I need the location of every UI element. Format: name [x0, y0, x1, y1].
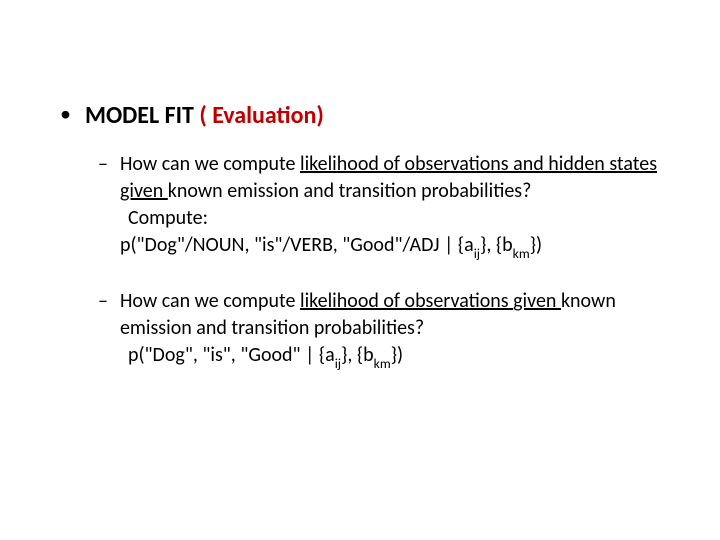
- f2-a: p("Dog", "is", "Good" | {a: [128, 343, 335, 367]
- f1-c: }): [530, 233, 542, 257]
- level1-title: MODEL FIT ( Evaluation): [85, 100, 324, 131]
- item2-body: How can we compute likelihood of observa…: [120, 288, 660, 371]
- item1-qc-ul: given: [120, 179, 168, 203]
- dash-icon: –: [98, 288, 108, 315]
- f2-km: km: [374, 355, 391, 372]
- title-red: ( Evaluation): [199, 101, 324, 130]
- f1-a: p("Dog"/NOUN, "is"/VERB, "Good"/ADJ | {a: [120, 233, 474, 257]
- item2-formula: p("Dog", "is", "Good" | {aij}, {bkm}): [128, 342, 660, 371]
- f1-ij: ij: [474, 245, 480, 262]
- item1-compute: Compute:: [128, 205, 660, 232]
- f2-ij: ij: [335, 355, 341, 372]
- item1-qb: likelihood of observations and hidden st…: [300, 152, 657, 176]
- level1-item: • MODEL FIT ( Evaluation): [60, 100, 660, 131]
- f2-c: }): [391, 343, 403, 367]
- item2-qa: How can we compute: [120, 289, 300, 313]
- item2-qc-ul: given: [513, 289, 561, 313]
- item1-qa: How can we compute: [120, 152, 300, 176]
- f1-km: km: [513, 245, 530, 262]
- f1-b: }, {b: [480, 233, 513, 257]
- item2-qb: likelihood of observations: [300, 289, 513, 313]
- dash-icon: –: [98, 151, 108, 178]
- item1-qd: known emission and transition probabilit…: [168, 179, 532, 203]
- item1-formula: p("Dog"/NOUN, "is"/VERB, "Good"/ADJ | {a…: [120, 232, 660, 261]
- bullet-icon: •: [60, 100, 71, 129]
- slide: • MODEL FIT ( Evaluation) – How can we c…: [0, 0, 720, 540]
- f2-b: }, {b: [341, 343, 374, 367]
- level2-item: – How can we compute likelihood of obser…: [98, 151, 660, 261]
- level2-item: – How can we compute likelihood of obser…: [98, 288, 660, 371]
- title-pre: MODEL FIT: [85, 101, 199, 130]
- item1-body: How can we compute likelihood of observa…: [120, 151, 660, 261]
